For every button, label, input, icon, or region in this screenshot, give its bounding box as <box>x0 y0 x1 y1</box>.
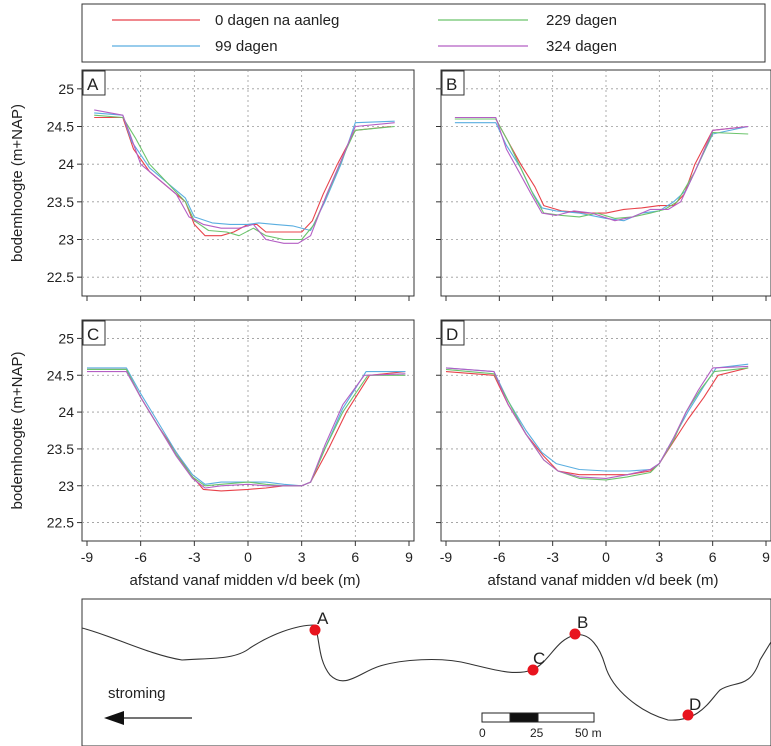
y-axis-label: bodemhoogte (m+NAP) <box>9 351 26 509</box>
x-tick-label: -6 <box>493 549 506 565</box>
x-axis-label: afstand vanaf midden v/d beek (m) <box>488 572 719 589</box>
site-label-c: C <box>533 649 545 668</box>
flow-arrow-icon <box>104 711 124 725</box>
y-tick-label: 23.5 <box>47 441 74 457</box>
x-tick-label: 6 <box>351 549 359 565</box>
y-tick-label: 23.5 <box>47 194 74 210</box>
site-label-d: D <box>689 695 701 714</box>
legend-label-0: 0 dagen na aanleg <box>215 12 339 29</box>
y-tick-label: 24.5 <box>47 119 74 135</box>
x-tick-label: -3 <box>188 549 201 565</box>
x-tick-label: 3 <box>655 549 663 565</box>
panel-label-d: D <box>446 325 458 344</box>
x-axis-label: afstand vanaf midden v/d beek (m) <box>130 572 361 589</box>
panel-label-b: B <box>446 75 457 94</box>
y-tick-label: 24.5 <box>47 367 74 383</box>
scale-tick-50: 50 m <box>575 726 602 740</box>
panel-b: B <box>436 69 771 301</box>
y-tick-label: 23 <box>58 232 74 248</box>
y-tick-label: 22.5 <box>47 269 74 285</box>
y-tick-label: 24 <box>58 404 74 420</box>
legend: 0 dagen na aanleg 99 dagen 229 dagen 324… <box>81 3 766 63</box>
site-marker-d <box>682 709 694 721</box>
scale-bar: 0 25 50 m <box>479 712 602 740</box>
site-marker-c <box>527 664 539 676</box>
x-tick-label: -3 <box>546 549 559 565</box>
plot-area <box>440 69 771 297</box>
legend-label-2: 229 dagen <box>546 12 617 29</box>
scale-tick-0: 0 <box>479 726 486 740</box>
site-label-a: A <box>317 609 329 628</box>
stream-map: A B C D stroming 0 25 50 m <box>81 598 771 746</box>
series-line-b-2 <box>454 118 749 219</box>
series-line-a-1 <box>94 112 395 232</box>
panel-label-a: A <box>87 75 99 94</box>
y-tick-label: 25 <box>58 81 74 97</box>
panel-label-c: C <box>87 325 99 344</box>
y-tick-label: 23 <box>58 478 74 494</box>
flow-label: stroming <box>108 685 166 702</box>
legend-label-3: 324 dagen <box>546 38 617 55</box>
series-line-c-3 <box>87 371 406 489</box>
series-line-a-3 <box>94 109 395 244</box>
legend-label-1: 99 dagen <box>215 38 278 55</box>
panel-label-box <box>82 320 106 346</box>
series-line-d-1 <box>445 363 749 472</box>
x-tick-label: -9 <box>81 549 94 565</box>
y-tick-label: 24 <box>58 156 74 172</box>
stream-line <box>81 624 771 721</box>
x-tick-label: 0 <box>244 549 252 565</box>
y-tick-label: 25 <box>58 330 74 346</box>
panel-label-box <box>82 70 106 96</box>
panel-label-box <box>441 70 465 96</box>
scale-tick-25: 25 <box>530 726 544 740</box>
x-tick-label: -6 <box>134 549 147 565</box>
x-tick-label: 9 <box>405 549 413 565</box>
y-tick-label: 22.5 <box>47 515 74 531</box>
plot-area <box>81 69 415 297</box>
site-marker-b <box>569 628 581 640</box>
series-line-d-3 <box>445 365 749 479</box>
site-marker-a <box>309 624 321 636</box>
x-tick-label: -9 <box>440 549 453 565</box>
series-line-d-2 <box>445 367 749 481</box>
x-tick-label: 3 <box>298 549 306 565</box>
x-tick-label: 6 <box>709 549 717 565</box>
series-line-b-3 <box>454 116 749 222</box>
panel-label-box <box>441 320 465 346</box>
x-tick-label: 9 <box>762 549 770 565</box>
y-axis-label: bodemhoogte (m+NAP) <box>9 104 26 262</box>
x-tick-label: 0 <box>602 549 610 565</box>
site-label-b: B <box>577 613 588 632</box>
